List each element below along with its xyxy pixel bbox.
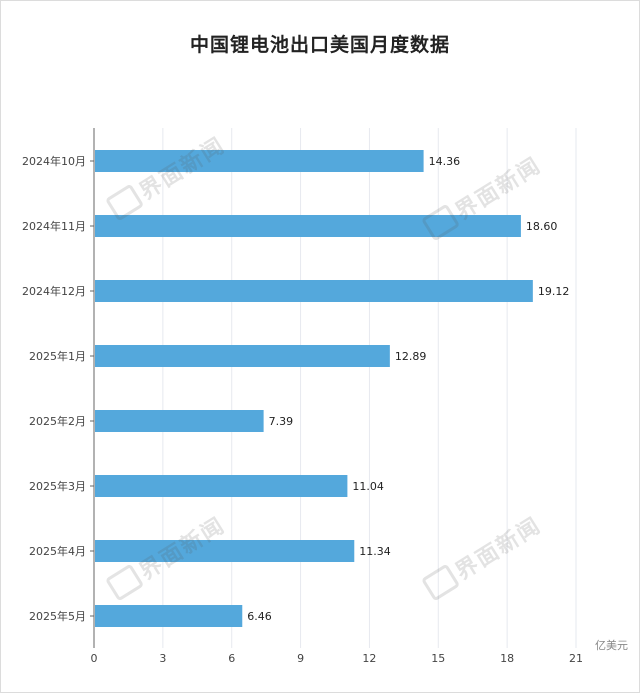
x-tick-label: 6 <box>228 652 235 665</box>
category-label: 2024年11月 <box>22 219 86 233</box>
category-label: 2025年4月 <box>29 544 86 558</box>
x-tick-label: 12 <box>362 652 376 665</box>
bar <box>95 345 390 367</box>
bar <box>95 215 521 237</box>
data-label: 19.12 <box>538 285 570 298</box>
x-tick-label: 3 <box>159 652 166 665</box>
x-tick-label: 9 <box>297 652 304 665</box>
data-label: 6.46 <box>247 610 272 623</box>
bar <box>95 475 348 497</box>
category-label: 2024年10月 <box>22 154 86 168</box>
chart-title: 中国锂电池出口美国月度数据 <box>189 34 450 56</box>
x-tick-label: 0 <box>91 652 98 665</box>
bar <box>95 410 264 432</box>
data-label: 14.36 <box>429 155 461 168</box>
data-label: 12.89 <box>395 350 427 363</box>
category-label: 2025年2月 <box>29 414 86 428</box>
x-tick-label: 18 <box>500 652 514 665</box>
category-label: 2024年12月 <box>22 284 86 298</box>
unit-label: 亿美元 <box>595 639 628 652</box>
category-label: 2025年3月 <box>29 479 86 493</box>
category-label: 2025年5月 <box>29 609 86 623</box>
bar <box>95 280 533 302</box>
data-label: 11.34 <box>359 545 391 558</box>
bar <box>95 540 355 562</box>
bar <box>95 150 424 172</box>
bar <box>95 605 243 627</box>
category-label: 2025年1月 <box>29 349 86 363</box>
data-label: 7.39 <box>269 415 294 428</box>
data-label: 18.60 <box>526 220 558 233</box>
data-label: 11.04 <box>352 480 384 493</box>
x-tick-label: 15 <box>431 652 445 665</box>
x-tick-label: 21 <box>569 652 583 665</box>
